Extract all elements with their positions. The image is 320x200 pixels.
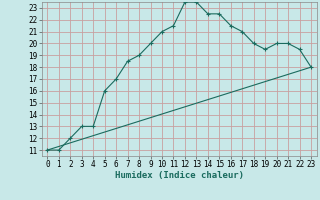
X-axis label: Humidex (Indice chaleur): Humidex (Indice chaleur) — [115, 171, 244, 180]
